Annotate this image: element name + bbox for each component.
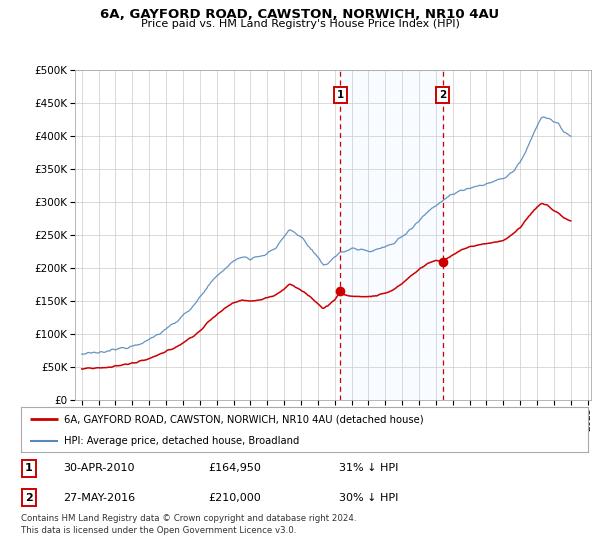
Text: 30-APR-2010: 30-APR-2010 — [64, 464, 135, 473]
Text: 6A, GAYFORD ROAD, CAWSTON, NORWICH, NR10 4AU: 6A, GAYFORD ROAD, CAWSTON, NORWICH, NR10… — [100, 8, 500, 21]
Text: 30% ↓ HPI: 30% ↓ HPI — [338, 493, 398, 502]
Text: £210,000: £210,000 — [208, 493, 261, 502]
Text: 2: 2 — [439, 90, 446, 100]
Text: 31% ↓ HPI: 31% ↓ HPI — [338, 464, 398, 473]
Text: 2: 2 — [25, 493, 33, 502]
Text: 6A, GAYFORD ROAD, CAWSTON, NORWICH, NR10 4AU (detached house): 6A, GAYFORD ROAD, CAWSTON, NORWICH, NR10… — [64, 414, 423, 424]
Text: 27-MAY-2016: 27-MAY-2016 — [64, 493, 136, 502]
Text: £164,950: £164,950 — [208, 464, 261, 473]
Text: Contains HM Land Registry data © Crown copyright and database right 2024.
This d: Contains HM Land Registry data © Crown c… — [21, 514, 356, 535]
Text: 1: 1 — [337, 90, 344, 100]
Text: HPI: Average price, detached house, Broadland: HPI: Average price, detached house, Broa… — [64, 436, 299, 446]
Text: Price paid vs. HM Land Registry's House Price Index (HPI): Price paid vs. HM Land Registry's House … — [140, 19, 460, 29]
Bar — [340, 70, 443, 400]
Text: 1: 1 — [25, 464, 33, 473]
